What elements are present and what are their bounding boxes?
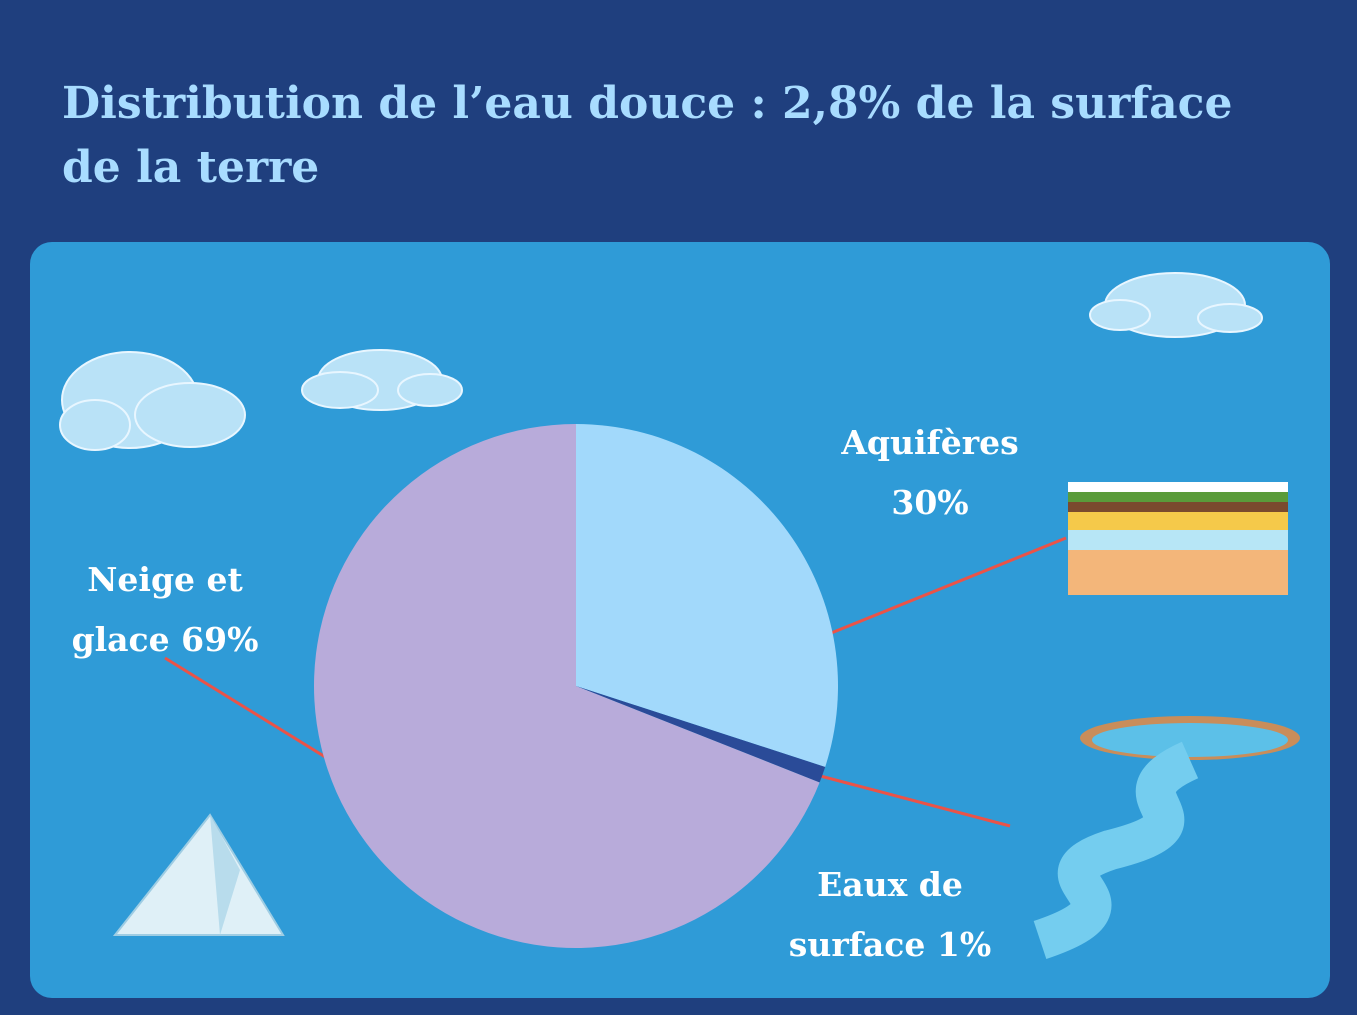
aquifer-layers xyxy=(1068,482,1288,595)
slice-label: Eaux de surface 1% xyxy=(770,855,1010,975)
pie-slice xyxy=(314,424,820,948)
category-label: Eaux de surface xyxy=(788,865,963,964)
clouds xyxy=(59,272,1263,451)
slice-label: Aquifères 30% xyxy=(820,413,1040,533)
value-label: 1% xyxy=(936,925,992,964)
pie-slice xyxy=(576,686,826,783)
category-label: Aquifères xyxy=(841,423,1019,462)
pie-slice xyxy=(576,424,838,767)
title: Distribution de l’eau douce : 2,8% de la… xyxy=(62,78,1233,193)
value-label: 69% xyxy=(181,620,259,659)
pie xyxy=(314,424,838,948)
value-label: 30% xyxy=(891,483,969,522)
mountain xyxy=(112,813,285,936)
slice-label: Neige et glace 69% xyxy=(70,550,260,670)
category-label: Neige et glace xyxy=(71,560,243,659)
river xyxy=(1033,716,1300,959)
